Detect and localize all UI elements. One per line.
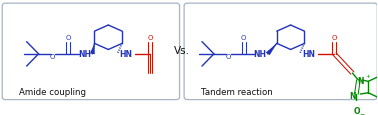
Text: +: + bbox=[365, 74, 370, 79]
Text: NH: NH bbox=[78, 50, 91, 59]
Text: O: O bbox=[225, 53, 231, 59]
Text: Tandem reaction: Tandem reaction bbox=[201, 87, 273, 96]
Text: HN: HN bbox=[302, 50, 315, 59]
Text: NH: NH bbox=[253, 50, 266, 59]
Text: O: O bbox=[332, 35, 337, 41]
Polygon shape bbox=[90, 44, 95, 55]
Text: O: O bbox=[66, 35, 71, 41]
Text: O: O bbox=[241, 35, 246, 41]
Polygon shape bbox=[266, 44, 277, 56]
Text: Vs.: Vs. bbox=[174, 46, 190, 56]
Text: O: O bbox=[50, 53, 55, 59]
Text: −: − bbox=[360, 111, 365, 115]
Text: O: O bbox=[147, 35, 153, 41]
FancyBboxPatch shape bbox=[184, 4, 377, 100]
Text: N: N bbox=[349, 92, 356, 100]
Text: O: O bbox=[353, 106, 359, 115]
Text: N: N bbox=[357, 76, 364, 85]
Text: Amide coupling: Amide coupling bbox=[19, 87, 86, 96]
FancyBboxPatch shape bbox=[2, 4, 180, 100]
Text: HN: HN bbox=[120, 50, 133, 59]
